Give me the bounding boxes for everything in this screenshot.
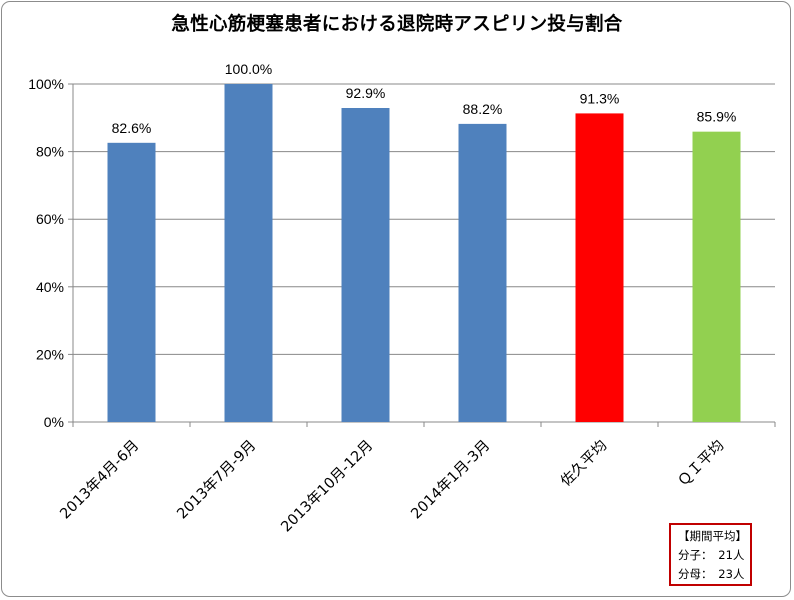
data-label: 100.0%: [225, 61, 272, 77]
bars: [107, 84, 741, 423]
x-tick-label: 2013年4月-6月: [57, 437, 143, 523]
x-tick-label: 2014年1月-3月: [408, 437, 494, 523]
x-tick-labels: 2013年4月-6月 2013年7月-9月 2013年10月-12月 2014年1月-…: [57, 437, 728, 536]
y-tick-label: 80%: [36, 144, 64, 160]
x-tick-label: 佐久平均: [557, 437, 610, 490]
x-tick-label: ＱＩ平均: [674, 437, 727, 490]
data-label: 91.3%: [580, 90, 620, 106]
bar: [341, 107, 390, 423]
data-labels: 82.6% 100.0% 92.9% 88.2% 91.3% 85.9%: [112, 61, 737, 136]
data-label: 85.9%: [697, 109, 737, 125]
denominator-text: 分母： 23人: [678, 567, 745, 581]
y-tick-label: 100%: [28, 76, 64, 92]
data-label: 82.6%: [112, 120, 152, 136]
y-tick-label: 0%: [44, 414, 64, 430]
period-average-heading: 【期間平均】: [678, 529, 747, 543]
data-label: 88.2%: [463, 101, 503, 117]
bar: [692, 131, 741, 422]
chart-title: 急性心筋梗塞患者における退院時アスピリン投与割合: [171, 14, 623, 35]
y-tick-label: 20%: [36, 346, 64, 362]
bar: [107, 142, 156, 422]
gridlines: [73, 83, 775, 355]
numerator-text: 分子： 21人: [678, 548, 745, 562]
bar: [224, 84, 273, 422]
data-label: 92.9%: [346, 85, 386, 101]
y-tick-labels: 0% 20% 40% 60% 80% 100%: [28, 76, 64, 430]
x-tick-label: 2013年7月-9月: [174, 437, 260, 523]
bar: [458, 123, 507, 422]
axes: [68, 83, 776, 427]
period-average-box: 【期間平均】 分子： 21人 分母： 23人: [669, 523, 752, 586]
y-tick-label: 40%: [36, 279, 64, 295]
bar: [575, 113, 624, 422]
y-tick-label: 60%: [36, 211, 64, 227]
x-tick-label: 2013年10月-12月: [278, 437, 377, 536]
